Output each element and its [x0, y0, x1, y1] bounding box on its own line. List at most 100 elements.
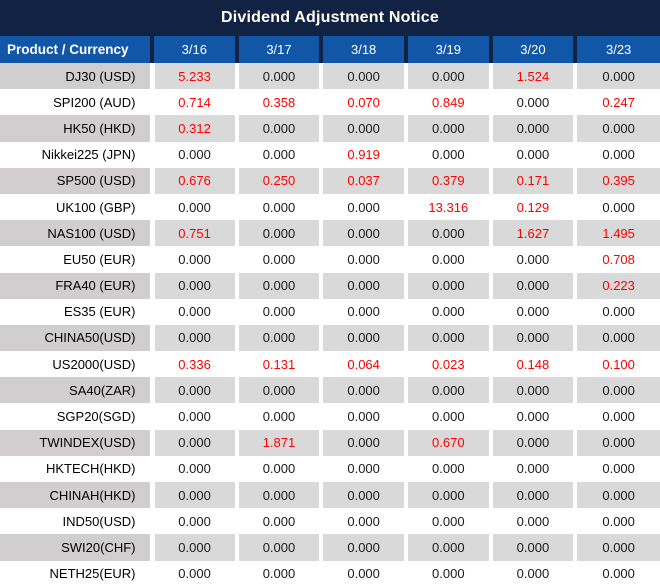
- table-row: SWI20(CHF) 0.000 0.000 0.000 0.000 0.000 0.000: [0, 534, 660, 561]
- value-cell: 0.000: [488, 272, 576, 299]
- product-cell: SA40(ZAR): [0, 377, 152, 404]
- value-cell: 0.000: [149, 377, 237, 404]
- value-cell: 0.000: [573, 324, 660, 352]
- product-cell: Nikkei225 (JPN): [0, 141, 152, 168]
- value-cell: 0.131: [234, 351, 322, 378]
- value-cell: 0.000: [149, 508, 237, 535]
- value-cell: 0.000: [573, 141, 660, 168]
- value-cell: 0.000: [234, 115, 322, 142]
- product-cell: DJ30 (USD): [0, 63, 152, 90]
- value-cell: 0.000: [403, 115, 491, 142]
- value-cell: 0.000: [573, 403, 660, 430]
- value-cell: 0.000: [573, 455, 660, 482]
- value-cell: 0.000: [234, 193, 322, 221]
- value-cell: 0.223: [573, 272, 660, 299]
- value-cell: 0.000: [234, 455, 322, 482]
- value-cell: 0.000: [403, 324, 491, 352]
- table-row: CHINAH(HKD) 0.000 0.000 0.000 0.000 0.000 0.00…: [0, 482, 660, 509]
- value-cell: 0.000: [319, 272, 406, 299]
- value-cell: 0.312: [149, 115, 237, 142]
- product-currency-header: Product / Currency: [0, 36, 152, 63]
- value-cell: 0.000: [573, 193, 660, 221]
- value-cell: 0.000: [403, 63, 491, 90]
- value-cell: 5.233: [149, 63, 237, 90]
- product-cell: HK50 (HKD): [0, 115, 152, 142]
- value-cell: 0.395: [573, 167, 660, 194]
- table-row: SPI200 (AUD) 0.714 0.358 0.070 0.849 0.000 0.2…: [0, 89, 660, 116]
- value-cell: 0.000: [488, 482, 576, 509]
- value-cell: 0.000: [488, 324, 576, 352]
- table-row: UK100 (GBP) 0.000 0.000 0.000 13.316 0.129 0.0…: [0, 193, 660, 221]
- value-cell: 0.000: [149, 403, 237, 430]
- table-row: SP500 (USD) 0.676 0.250 0.037 0.379 0.171 0.39…: [0, 167, 660, 194]
- value-cell: 0.000: [573, 429, 660, 456]
- value-cell: 0.000: [319, 377, 406, 404]
- table-row: DJ30 (USD) 5.233 0.000 0.000 0.000 1.524 0.000: [0, 63, 660, 90]
- value-cell: 0.000: [488, 377, 576, 404]
- value-cell: 0.000: [403, 377, 491, 404]
- table-row: NETH25(EUR) 0.000 0.000 0.000 0.000 0.000 0.00…: [0, 560, 660, 587]
- value-cell: 0.000: [149, 246, 237, 273]
- value-cell: 0.000: [319, 298, 406, 325]
- value-cell: 0.000: [403, 508, 491, 535]
- table-row: Nikkei225 (JPN) 0.000 0.000 0.919 0.000 0.000…: [0, 141, 660, 168]
- table-row: HK50 (HKD) 0.312 0.000 0.000 0.000 0.000 0.000: [0, 115, 660, 142]
- value-cell: 0.000: [403, 482, 491, 509]
- value-cell: 0.129: [488, 193, 576, 221]
- value-cell: 0.000: [488, 141, 576, 168]
- value-cell: 0.247: [573, 89, 660, 116]
- table-body: DJ30 (USD) 5.233 0.000 0.000 0.000 1.524 0.000…: [0, 63, 660, 587]
- value-cell: 0.000: [234, 482, 322, 509]
- value-cell: 0.000: [573, 115, 660, 142]
- value-cell: 0.000: [488, 455, 576, 482]
- value-cell: 0.250: [234, 167, 322, 194]
- value-cell: 0.171: [488, 167, 576, 194]
- table-row: NAS100 (USD) 0.751 0.000 0.000 0.000 1.627 1.4…: [0, 220, 660, 247]
- value-cell: 0.919: [319, 141, 406, 168]
- value-cell: 0.000: [488, 508, 576, 535]
- table-row: US2000(USD) 0.336 0.131 0.064 0.023 0.148 0.10…: [0, 351, 660, 378]
- table-row: SA40(ZAR) 0.000 0.000 0.000 0.000 0.000 0.000: [0, 377, 660, 404]
- value-cell: 0.100: [573, 351, 660, 378]
- value-cell: 0.000: [319, 508, 406, 535]
- value-cell: 0.000: [234, 272, 322, 299]
- value-cell: 0.000: [234, 63, 322, 90]
- value-cell: 0.358: [234, 89, 322, 116]
- value-cell: 0.000: [149, 429, 237, 456]
- date-header-1: 3/16: [150, 36, 237, 63]
- value-cell: 0.000: [488, 403, 576, 430]
- table-row: EU50 (EUR) 0.000 0.000 0.000 0.000 0.000 0.708: [0, 246, 660, 273]
- product-cell: FRA40 (EUR): [0, 272, 152, 299]
- value-cell: 0.000: [319, 220, 406, 247]
- table-row: ES35 (EUR) 0.000 0.000 0.000 0.000 0.000 0.000: [0, 298, 660, 325]
- value-cell: 0.000: [403, 403, 491, 430]
- value-cell: 0.000: [149, 141, 237, 168]
- value-cell: 0.000: [573, 560, 660, 587]
- value-cell: 0.000: [149, 324, 237, 352]
- value-cell: 0.000: [149, 272, 237, 299]
- product-cell: TWINDEX(USD): [0, 429, 152, 456]
- value-cell: 0.000: [573, 534, 660, 561]
- product-cell: IND50(USD): [0, 508, 152, 535]
- value-cell: 0.000: [403, 560, 491, 587]
- value-cell: 0.000: [488, 534, 576, 561]
- value-cell: 0.000: [319, 429, 406, 456]
- header-row: Product / Currency 3/16 3/17 3/18 3/19 3…: [0, 36, 660, 63]
- table-row: TWINDEX(USD) 0.000 1.871 0.000 0.670 0.000 0.0…: [0, 429, 660, 456]
- value-cell: 0.000: [319, 482, 406, 509]
- value-cell: 0.000: [573, 377, 660, 404]
- table-row: SGP20(SGD) 0.000 0.000 0.000 0.000 0.000 0.000: [0, 403, 660, 430]
- value-cell: 0.000: [319, 246, 406, 273]
- product-cell: SWI20(CHF): [0, 534, 152, 561]
- value-cell: 0.000: [234, 377, 322, 404]
- value-cell: 0.379: [403, 167, 491, 194]
- value-cell: 0.708: [573, 246, 660, 273]
- value-cell: 0.000: [319, 324, 406, 352]
- value-cell: 0.751: [149, 220, 237, 247]
- value-cell: 0.000: [149, 534, 237, 561]
- value-cell: 0.000: [319, 115, 406, 142]
- product-cell: EU50 (EUR): [0, 246, 152, 273]
- value-cell: 0.070: [319, 89, 406, 116]
- value-cell: 0.676: [149, 167, 237, 194]
- value-cell: 0.000: [488, 298, 576, 325]
